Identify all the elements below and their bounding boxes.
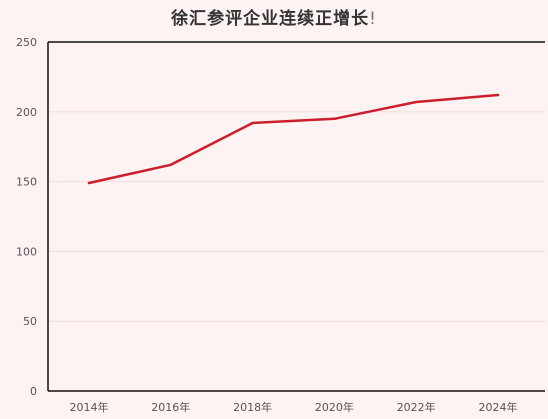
chart-title: 徐汇参评企业连续正增长! <box>0 4 548 29</box>
y-tick-label-50: 50 <box>23 315 37 328</box>
data-point-2022 <box>415 100 418 104</box>
y-tick-label-200: 200 <box>16 106 37 119</box>
y-tick-label-0: 0 <box>30 385 37 398</box>
axes <box>47 41 545 392</box>
series-line-0 <box>87 93 500 185</box>
x-tick-label-2020: 2020年 <box>315 400 354 414</box>
x-tick-label-2018: 2018年 <box>233 400 272 414</box>
grid-lines <box>48 111 545 322</box>
x-tick-label-2014: 2014年 <box>70 400 109 414</box>
x-tick-label-2024: 2024年 <box>479 400 518 414</box>
y-tick-label-100: 100 <box>16 245 37 258</box>
data-point-2018 <box>251 121 254 125</box>
data-point-2016 <box>169 163 172 167</box>
series-lines <box>87 93 500 185</box>
x-tick-label-2022: 2022年 <box>397 400 436 414</box>
x-tick-labels: 2014年 2016年 2018年 2020年 2022年 2024年 <box>70 400 518 414</box>
y-tick-label-150: 150 <box>16 176 37 189</box>
chart-title-text: 徐汇参评企业连续正增长 <box>171 9 370 29</box>
y-tick-label-250: 250 <box>16 36 37 49</box>
data-point-2024 <box>496 93 500 97</box>
data-point-2020 <box>333 117 336 120</box>
x-tick-label-2016: 2016年 <box>151 400 190 414</box>
chart-title-suffix: ! <box>369 9 377 29</box>
y-tick-labels: 0 50 100 150 200 250 <box>16 36 37 398</box>
data-point-2014 <box>87 181 91 185</box>
